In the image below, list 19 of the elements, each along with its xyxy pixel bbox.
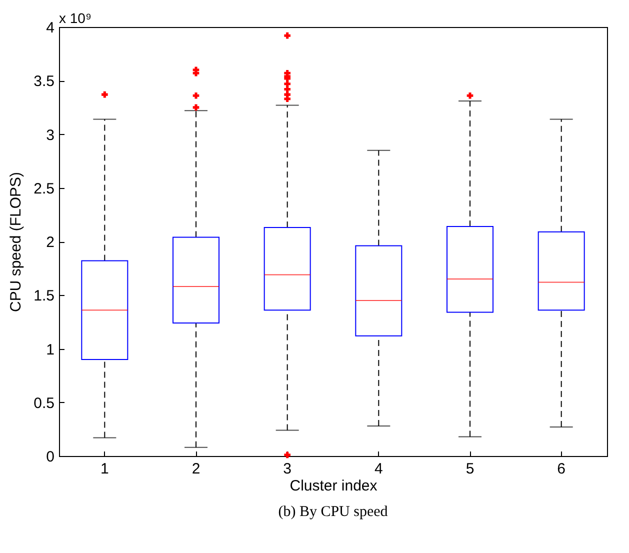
x-tick-label: 6 [557,460,566,478]
x-tick-label: 3 [283,460,292,478]
x-tick-label: 4 [374,460,383,478]
y-tick-label: 0.5 [34,394,54,412]
x-tick-label: 2 [192,460,200,478]
y-tick-label: 4 [46,20,54,36]
y-axis-title: CPU speed (FLOPS) [8,172,25,312]
y-tick-label: 0 [46,448,54,466]
text: (b) By CPU speed [278,504,388,520]
y-tick-label: 1 [46,341,54,358]
y-tick-label: 2.5 [34,180,54,198]
y-tick-label: 2 [46,234,54,251]
text: x 10⁹ [59,10,92,26]
x-tick-label: 5 [466,460,474,478]
x-axis-title: Cluster index [290,478,378,494]
x-tick-label: 1 [100,460,109,478]
y-tick-label: 3 [46,126,54,144]
y-tick-label: 1.5 [34,288,54,305]
y-tick-label: 3.5 [34,73,54,90]
